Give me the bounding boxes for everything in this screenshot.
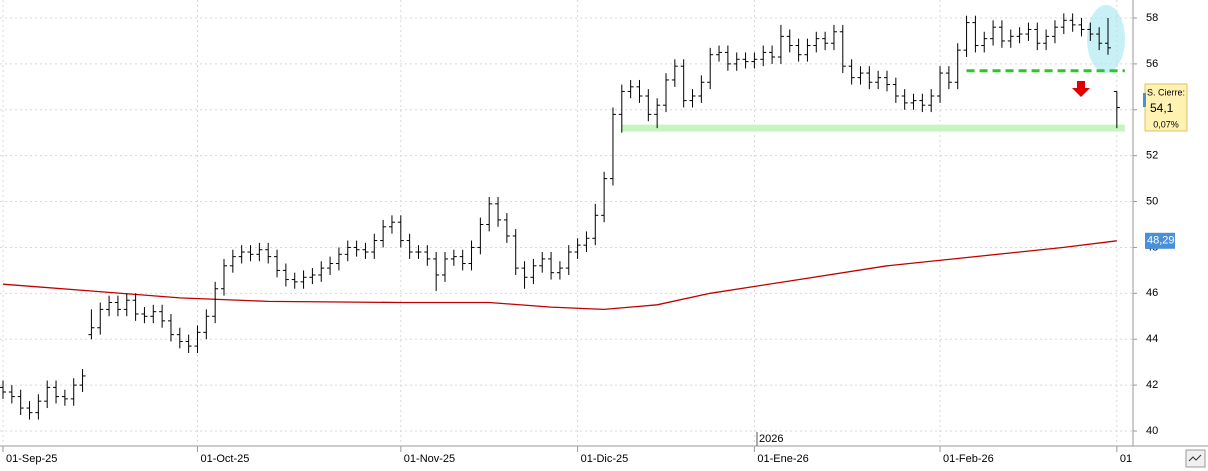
y-tick-label: 46 xyxy=(1146,287,1158,299)
y-tick-label: 50 xyxy=(1146,195,1158,207)
y-tick-label: 52 xyxy=(1146,150,1158,162)
ma-label: 48,29 xyxy=(1147,235,1175,247)
x-tick-label: 01-Dic-25 xyxy=(581,453,629,465)
y-tick-label: 42 xyxy=(1146,379,1158,391)
x-tick-label: 01-Oct-25 xyxy=(200,453,249,465)
year-label: 2026 xyxy=(759,433,783,445)
scroll-button[interactable] xyxy=(1185,449,1206,468)
scroll-icon xyxy=(1188,454,1202,462)
x-tick-label: 01-Feb-26 xyxy=(943,453,994,465)
down-arrow xyxy=(1072,81,1090,97)
price-box-change: 0,07% xyxy=(1153,119,1179,129)
moving-average xyxy=(2,240,1117,311)
price-marker xyxy=(1143,93,1146,107)
x-tick-label: 01 xyxy=(1120,453,1132,465)
price-box-value: 54,1 xyxy=(1150,101,1174,115)
price-box-title: S. Cierre: xyxy=(1147,87,1185,97)
y-tick-label: 44 xyxy=(1146,333,1158,345)
ma-label-box xyxy=(1145,232,1175,249)
x-tick-label: 01-Sep-25 xyxy=(6,453,57,465)
x-tick-label: 01-Nov-25 xyxy=(404,453,455,465)
y-tick-label: 56 xyxy=(1146,58,1158,70)
marks: 4042444648505254565801-Sep-2501-Oct-2501… xyxy=(0,0,1175,465)
y-tick-label: 40 xyxy=(1146,425,1158,437)
price-box xyxy=(1144,83,1188,132)
y-tick-label: 58 xyxy=(1146,12,1158,24)
highlight-ellipse xyxy=(1087,5,1125,73)
x-tick-label: 01-Ene-26 xyxy=(757,453,808,465)
